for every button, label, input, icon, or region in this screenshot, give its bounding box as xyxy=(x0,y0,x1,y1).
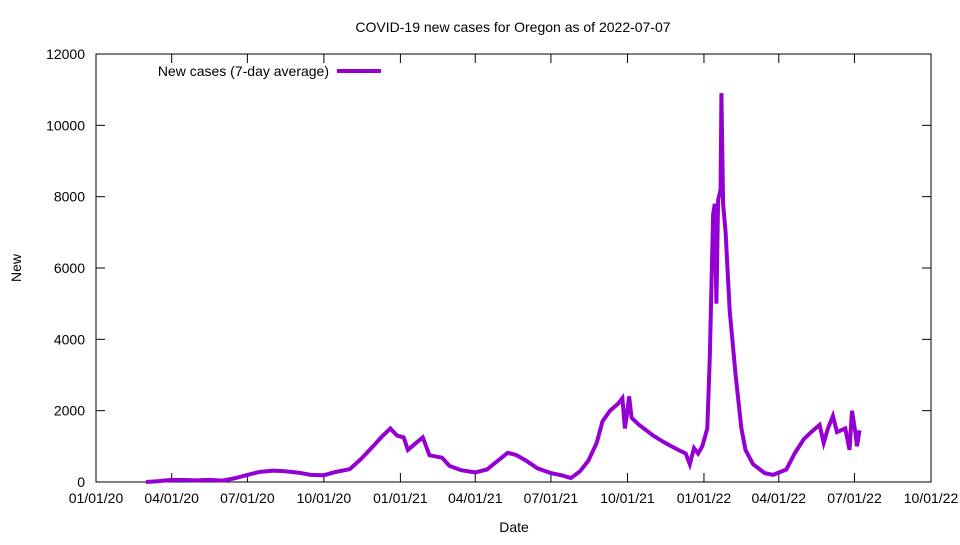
plot-frame xyxy=(95,53,932,483)
y-tick-label: 6000 xyxy=(54,260,85,276)
y-tick-label: 8000 xyxy=(54,189,85,205)
y-tick-label: 12000 xyxy=(46,46,85,62)
y-tick-label: 2000 xyxy=(54,403,85,419)
x-tick-label: 10/01/22 xyxy=(904,490,959,506)
x-tick-label: 10/01/21 xyxy=(600,490,655,506)
x-tick-label: 10/01/20 xyxy=(297,490,352,506)
x-axis-label: Date xyxy=(499,519,529,535)
series-line-new-cases xyxy=(145,93,862,484)
legend-label: New cases (7-day average) xyxy=(158,63,329,79)
x-tick-label: 04/01/21 xyxy=(448,490,503,506)
x-tick-label: 07/01/21 xyxy=(524,490,579,506)
legend: New cases (7-day average) xyxy=(158,63,381,79)
y-tick-label: 10000 xyxy=(46,117,85,133)
x-tick-label: 04/01/22 xyxy=(752,490,807,506)
x-tick-label: 04/01/20 xyxy=(144,490,199,506)
x-tick-label: 01/01/21 xyxy=(373,490,428,506)
y-axis-label: New xyxy=(8,253,24,282)
chart-title: COVID-19 new cases for Oregon as of 2022… xyxy=(355,19,670,35)
y-tick-label: 4000 xyxy=(54,331,85,347)
x-tick-label: 07/01/20 xyxy=(220,490,275,506)
x-tick-label: 01/01/20 xyxy=(69,490,124,506)
x-tick-label: 07/01/22 xyxy=(827,490,882,506)
y-tick-label: 0 xyxy=(77,474,85,490)
x-tick-label: 01/01/22 xyxy=(677,490,732,506)
